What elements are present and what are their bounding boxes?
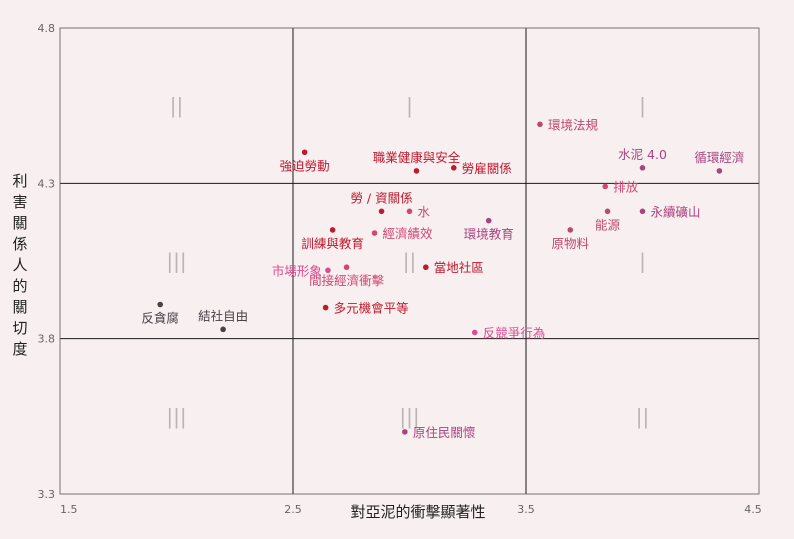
quadrant-label: || — [403, 249, 416, 273]
data-point — [639, 208, 646, 215]
y-axis-label: 利害關係人的關切度 — [12, 172, 27, 358]
y-tick-label: 3.8 — [38, 333, 56, 346]
data-point — [639, 165, 646, 171]
y-tick-label: 4.8 — [38, 22, 56, 35]
y-tick-label: 4.3 — [38, 177, 56, 190]
y-axis-label-char: 切 — [12, 319, 27, 337]
data-point — [220, 326, 226, 333]
x-axis-label: 對亞泥的衝擊顯著性 — [350, 503, 485, 521]
data-point-label: 多元機會平等 — [334, 301, 409, 316]
plot-background — [60, 28, 759, 494]
data-point — [343, 264, 350, 271]
data-point-label: 能源 — [595, 217, 621, 232]
data-point — [716, 168, 723, 174]
quadrant-dividers — [60, 28, 759, 494]
data-point-label: 市場形象 — [272, 263, 322, 278]
data-point — [322, 304, 329, 311]
data-point-label: 勞雇關係 — [462, 161, 512, 176]
x-tick-label: 3.5 — [517, 503, 535, 516]
data-point — [406, 208, 413, 215]
data-point — [537, 121, 543, 128]
quadrant-label: || — [636, 404, 649, 428]
data-point-label: 反競爭行為 — [483, 325, 546, 340]
data-point — [402, 429, 408, 435]
data-point — [371, 230, 378, 236]
axis-ticks: 1.5 2.5 3.5 4.5 3.3 3.8 4.3 4.8 — [38, 22, 762, 516]
quadrant-label: ||| — [166, 404, 186, 428]
data-point-label: 結社自由 — [198, 308, 248, 323]
data-point — [301, 149, 308, 156]
data-point — [325, 267, 331, 274]
plot-frame — [59, 27, 760, 495]
data-point-label: 經濟績效 — [383, 226, 434, 241]
y-axis-label-char: 害 — [12, 193, 27, 211]
data-point-label: 循環經濟 — [694, 150, 744, 165]
quadrant-label: | — [406, 94, 413, 118]
data-point — [329, 227, 336, 233]
data-point-label: 排放 — [613, 179, 639, 194]
y-axis-label-char: 度 — [12, 340, 27, 358]
data-point — [567, 227, 574, 233]
quadrant-label: ||| — [399, 404, 419, 428]
quadrant-label: || — [170, 94, 183, 118]
data-point-label: 環境教育 — [464, 227, 514, 242]
data-point-label: 原物料 — [552, 236, 590, 251]
y-axis-label-char: 利 — [12, 172, 27, 190]
data-point — [602, 183, 609, 190]
data-point — [471, 329, 478, 336]
data-point — [157, 301, 163, 308]
y-axis-label-char: 係 — [12, 235, 27, 253]
quadrant-label: ||| — [166, 249, 186, 273]
data-point — [485, 217, 492, 224]
data-point-label: 間接經濟衝擊 — [309, 273, 385, 288]
data-point-label: 反貪腐 — [141, 310, 179, 325]
data-point-label: 強迫勞動 — [280, 158, 330, 173]
data-point-label: 當地社區 — [434, 260, 484, 275]
data-point-label: 訓練與教育 — [301, 236, 364, 251]
data-point — [450, 165, 457, 171]
y-axis-label-char: 人 — [12, 256, 27, 274]
data-point — [604, 208, 611, 215]
data-point-label: 水泥 4.0 — [618, 147, 667, 162]
data-point-label: 水 — [418, 204, 431, 219]
y-axis-label-char: 的 — [12, 277, 27, 295]
y-axis-label-text: 利害關係人的關切度 — [12, 172, 27, 358]
data-point — [413, 168, 420, 174]
data-point — [378, 208, 385, 215]
x-tick-label: 2.5 — [284, 503, 302, 516]
quadrant-labels: || | |||| || |||| ||| || — [166, 94, 649, 429]
data-point-label: 原住民關懷 — [413, 425, 476, 440]
data-point-label: 環境法規 — [548, 117, 599, 132]
data-point-label: 職業健康與安全 — [373, 150, 461, 165]
data-point-label: 永續礦山 — [651, 204, 701, 219]
y-tick-label: 3.3 — [38, 488, 56, 501]
x-tick-label: 1.5 — [60, 503, 78, 516]
y-axis-label-char: 關 — [12, 214, 27, 232]
y-axis-label-char: 關 — [12, 298, 27, 316]
data-point-label: 勞 / 資關係 — [350, 190, 412, 205]
quadrant-label: | — [639, 94, 646, 118]
x-tick-label: 4.5 — [744, 503, 762, 516]
quadrant-label: | — [639, 249, 646, 273]
data-point — [423, 264, 429, 271]
